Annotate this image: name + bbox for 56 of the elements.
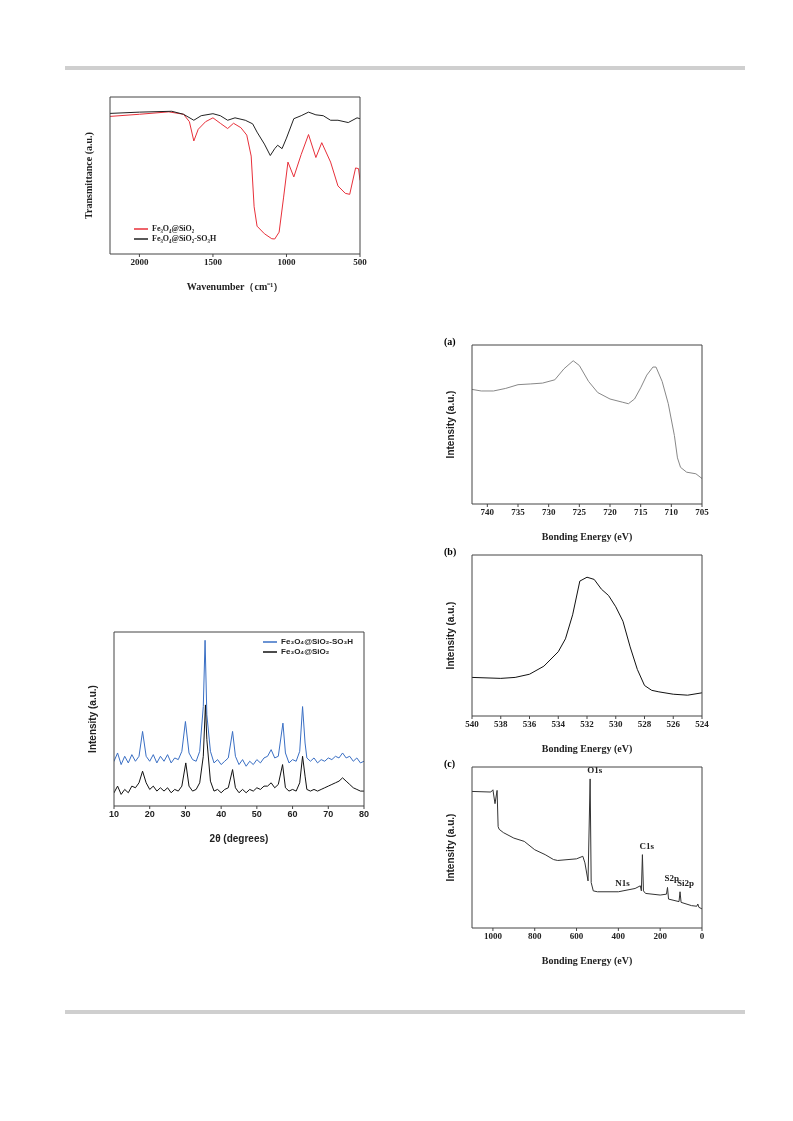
x-tick-label: 20: [144, 809, 155, 820]
legend-label: Fe₃O₄@SiO₂-SO₃H: [281, 637, 353, 647]
x-tick-label: 705: [695, 507, 710, 518]
x-tick-label: 725: [572, 507, 587, 518]
x-tick-label: 10: [108, 809, 120, 820]
y-axis-title: Intensity (a.u.): [444, 813, 456, 882]
x-tick-label: 538: [494, 719, 508, 730]
annotation: C1s: [639, 840, 655, 851]
y-axis-title: Intensity (a.u.): [444, 601, 456, 670]
x-tick-label: 500: [353, 257, 368, 268]
x-tick-label: 528: [637, 719, 652, 730]
x-tick-label: 730: [541, 507, 556, 518]
x-tick-label: 1500: [203, 257, 223, 268]
x-axis-title: Bonding Energy (eV): [541, 743, 633, 755]
x-axis-title: Bonding Energy (eV): [541, 955, 633, 967]
x-tick-label: 600: [569, 931, 584, 942]
annotation: S2p: [664, 873, 680, 884]
annotation: O1s: [587, 764, 603, 775]
x-tick-label: 2000: [130, 257, 149, 268]
x-tick-label: 735: [511, 507, 526, 518]
x-tick-label: 715: [633, 507, 648, 518]
x-tick-label: 710: [664, 507, 679, 518]
x-tick-label: 800: [527, 931, 542, 942]
legend-label: Fe₃O₄@SiO₂-SO₃H: [152, 234, 217, 244]
x-tick-label: 530: [609, 719, 623, 730]
legend-label: Fe₃O₄@SiO₂: [281, 647, 330, 657]
x-tick-label: 534: [551, 719, 566, 730]
x-tick-label: 532: [580, 719, 595, 730]
x-tick-label: 30: [180, 809, 191, 820]
chart-title: (a): [444, 336, 456, 347]
chart-title: (c): [444, 758, 456, 769]
y-axis-title: Intensity (a.u.): [86, 685, 98, 753]
x-tick-label: 536: [522, 719, 537, 730]
x-tick-label: 0: [699, 931, 705, 942]
x-axis-title: Bonding Energy (eV): [541, 531, 633, 543]
x-tick-label: 60: [287, 809, 298, 820]
x-axis-title: 2θ (degrees): [209, 833, 269, 844]
x-axis-title: Wavenumber（cm⁻¹）: [186, 281, 284, 292]
x-tick-label: 40: [216, 809, 227, 820]
x-tick-label: 80: [358, 809, 370, 820]
x-tick-label: 524: [695, 719, 710, 730]
x-tick-label: 1000: [483, 931, 503, 942]
x-tick-label: 740: [480, 507, 495, 518]
x-tick-label: 720: [603, 507, 618, 518]
x-tick-label: 540: [465, 719, 480, 730]
x-tick-label: 200: [653, 931, 668, 942]
x-tick-label: 1000: [277, 257, 296, 268]
x-tick-label: 400: [611, 931, 626, 942]
legend-label: Fe₃O₄@SiO₂: [152, 224, 195, 234]
annotation: N1s: [615, 877, 631, 888]
y-axis-title: Intensity (a.u.): [444, 390, 456, 459]
x-tick-label: 50: [251, 809, 262, 820]
chart-title: (b): [444, 546, 457, 557]
x-tick-label: 70: [323, 809, 334, 820]
x-tick-label: 526: [666, 719, 681, 730]
y-axis-title: Transmittance (a.u.): [82, 132, 95, 219]
